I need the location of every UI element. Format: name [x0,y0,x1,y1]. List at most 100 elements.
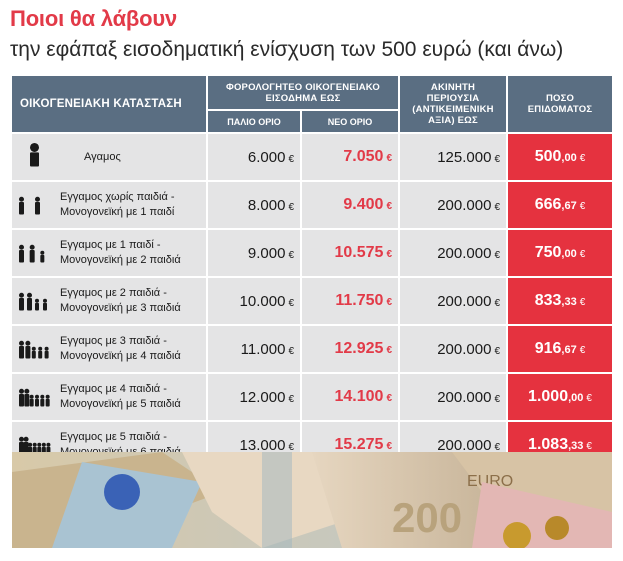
family-status-line1: Εγγαμος με 3 παιδιά - [60,335,167,347]
header-new-limit: ΝΕΟ ΟΡΙΟ [302,111,398,132]
old-limit-value: 6.000 [247,148,286,166]
family-status-label: Εγγαμος με 3 παιδιά - Μονογονεϊκή με 4 πα… [60,334,181,364]
property-value: 200.000 [437,436,492,454]
property-cell: 200.000 € [400,230,506,276]
family-status-line1: Εγγαμος χωρίς παιδιά - [60,191,175,203]
table-row: Εγγαμος με 2 παιδιά - Μονογονεϊκή με 3 πα… [12,278,206,324]
new-limit-value: 12.925 [334,340,384,357]
svg-text:200: 200 [392,494,462,541]
old-limit-cell: 11.000 € [208,326,300,372]
family-5-icon [18,334,52,365]
euro-symbol: € [494,297,500,309]
property-value: 200.000 [437,388,492,406]
euro-symbol: € [494,345,500,357]
allowance-cents: ,00 [561,248,577,260]
euro-symbol: € [288,297,294,309]
old-limit-cell: 13.000 € [208,422,300,468]
banknotes-photo: 200 EURO [12,452,612,548]
property-value: 200.000 [437,244,492,262]
allowance-amount: 750 [534,244,562,261]
euro-symbol: € [579,201,586,212]
allowance-amount-cell: 1.000,00 € [508,374,612,420]
new-limit-cell: 9.400 € [302,182,398,228]
euro-symbol: € [579,249,586,260]
new-limit-cell: 12.925 € [302,326,398,372]
family-2-icon [18,190,52,221]
family-status-line2: Μονογονεϊκή με 4 παιδιά [60,350,181,362]
euro-symbol: € [288,249,294,261]
allowance-cents: ,67 [561,200,577,212]
property-value: 125.000 [437,148,492,166]
property-cell: 200.000 € [400,182,506,228]
allowance-amount-cell: 750,00 € [508,230,612,276]
property-value: 200.000 [437,292,492,310]
family-4-icon [18,286,52,317]
new-limit-value: 7.050 [343,148,384,165]
euro-symbol: € [494,393,500,405]
allowance-amount-cell: 916,67 € [508,326,612,372]
old-limit-cell: 10.000 € [208,278,300,324]
euro-symbol: € [494,201,500,213]
euro-symbol: € [386,441,392,452]
euro-symbol: € [494,441,500,453]
new-limit-cell: 11.750 € [302,278,398,324]
allowance-amount-cell: 833,33 € [508,278,612,324]
allowance-cents: ,33 [568,440,584,452]
allowance-cents: ,33 [561,296,577,308]
new-limit-cell: 14.100 € [302,374,398,420]
euro-symbol: € [494,249,500,261]
euro-symbol: € [288,441,294,453]
allowance-amount: 1.000 [528,388,569,405]
old-limit-value: 8.000 [247,196,286,214]
header-taxable-income: ΦΟΡΟΛΟΓΗΤΕΟ ΟΙΚΟΓΕΝΕΙΑΚΟ ΕΙΣΟΔΗΜΑ ΕΩΣ [208,76,398,109]
euro-symbol: € [386,153,392,164]
euro-symbol: € [494,153,500,165]
allowance-amount: 666 [534,196,562,213]
new-limit-cell: 10.575 € [302,230,398,276]
page-title: Ποιοι θα λάβουν [10,6,178,31]
header-amount: ΠΟΣΟ ΕΠΙΔΟΜΑΤΟΣ [508,76,612,132]
property-value: 200.000 [437,340,492,358]
table-row: Εγγαμος με 4 παιδιά - Μονογονεϊκή με 5 πα… [12,374,206,420]
euro-symbol: € [586,441,592,452]
euro-symbol: € [288,201,294,213]
page-subtitle: την εφάπαξ εισοδηματική ενίσχυση των 500… [10,38,564,61]
euro-symbol: € [386,201,392,212]
old-limit-cell: 12.000 € [208,374,300,420]
euro-symbol: € [386,297,392,308]
old-limit-value: 11.000 [240,340,286,358]
allowance-cents: ,00 [568,392,584,404]
family-status-line1: Εγγαμος με 2 παιδιά - [60,287,167,299]
family-status-line2: Μονογονεϊκή με 2 παιδιά [60,254,181,266]
euro-symbol: € [386,345,392,356]
family-status-line1: Αγαμος [84,150,121,163]
euro-symbol: € [386,249,392,260]
old-limit-value: 13.000 [239,436,286,454]
family-status-label: Εγγαμος με 2 παιδιά - Μονογονεϊκή με 3 πα… [60,286,181,316]
property-cell: 200.000 € [400,278,506,324]
old-limit-cell: 6.000 € [208,134,300,180]
allowance-amount: 1.083 [528,436,569,453]
new-limit-value: 9.400 [343,196,384,213]
euro-symbol: € [288,345,294,357]
property-cell: 125.000 € [400,134,506,180]
header-property: ΑΚΙΝΗΤΗ ΠΕΡΙΟΥΣΙΑ (ΑΝΤΙΚΕΙΜΕΝΙΚΗ ΑΞΙΑ) Ε… [400,76,506,132]
old-limit-value: 12.000 [239,388,286,406]
new-limit-cell: 7.050 € [302,134,398,180]
family-status-line1: Εγγαμος με 5 παιδιά - [60,431,167,443]
allowance-amount: 916 [534,340,562,357]
family-status-line2: Μονογονεϊκή με 5 παιδιά [60,398,181,410]
allowance-amount-cell: 500,00 € [508,134,612,180]
table-row: Αγαμος [12,134,206,180]
family-status-label: Εγγαμος με 1 παιδί - Μονογονεϊκή με 2 παι… [60,238,181,268]
header-old-limit: ΠΑΛΙΟ ΟΡΙΟ [208,111,300,132]
family-status-line1: Εγγαμος με 4 παιδιά - [60,383,167,395]
new-limit-value: 11.750 [335,292,384,309]
new-limit-value: 10.575 [334,244,384,261]
allowance-amount: 833 [534,292,562,309]
allowance-cents: ,67 [561,344,577,356]
new-limit-value: 15.275 [334,436,384,453]
euro-symbol: € [579,153,586,164]
allowance-cents: ,00 [561,152,577,164]
single-person-icon [18,142,52,173]
